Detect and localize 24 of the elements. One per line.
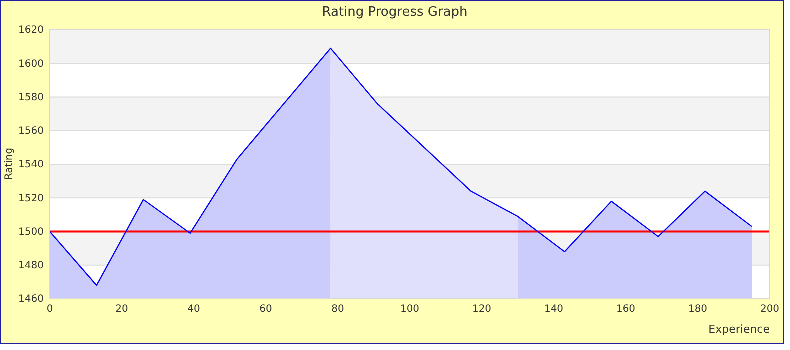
y-tick-label: 1620	[18, 25, 44, 36]
x-tick-label: 140	[544, 304, 564, 316]
line-series	[49, 48, 753, 286]
x-tick-label: 100	[400, 304, 420, 316]
x-tick-label: 60	[260, 304, 272, 316]
y-tick-label: 1520	[18, 193, 44, 204]
x-tick-label: 20	[116, 304, 128, 316]
y-tick-label: 1540	[18, 160, 44, 171]
y-tick-label: 1560	[18, 126, 44, 138]
y-axis-title: Rating	[4, 148, 15, 180]
x-axis-title: Experience	[708, 323, 770, 336]
x-tick-label: 80	[332, 304, 344, 316]
x-tick-label: 40	[188, 304, 200, 316]
x-tick-label: 0	[46, 304, 54, 316]
y-tick-label: 1480	[18, 260, 44, 272]
x-tick-label: 200	[760, 304, 780, 316]
x-tick-label: 160	[616, 304, 636, 316]
x-tick-label: 120	[472, 304, 492, 316]
y-tick-label: 1580	[18, 92, 44, 104]
chart-title: Rating Progress Graph	[322, 5, 468, 20]
y-tick-label: 1460	[18, 294, 44, 306]
x-tick-label: 180	[688, 304, 708, 316]
y-tick-label: 1500	[18, 226, 44, 238]
y-tick-label: 1600	[18, 58, 44, 70]
